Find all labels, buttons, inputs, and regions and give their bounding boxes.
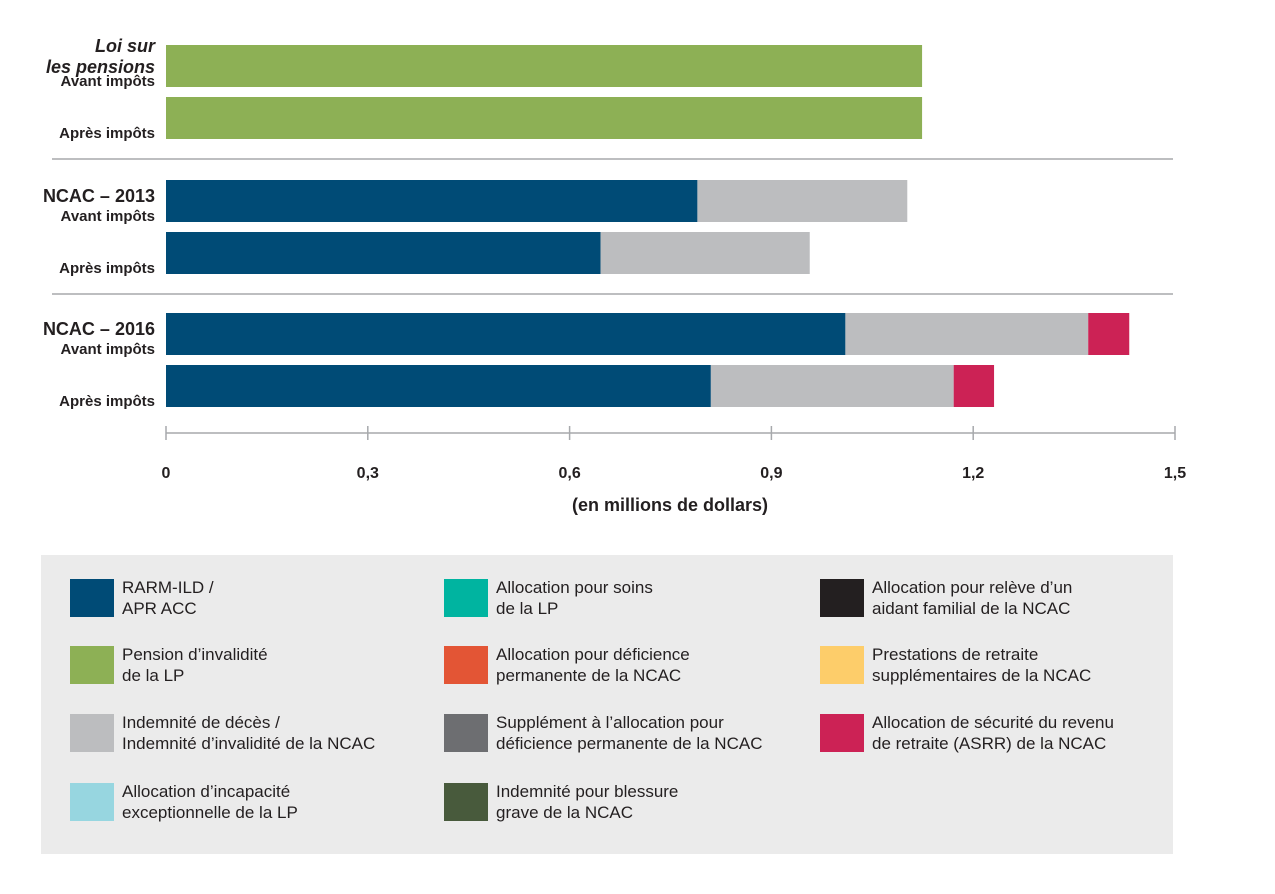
legend-label: Pension d’invalidité de la LP	[122, 645, 268, 685]
bar-segment-asrr	[1088, 313, 1130, 355]
group-title: NCAC – 2016	[43, 319, 155, 339]
legend-label: Allocation de sécurité du revenu de retr…	[872, 713, 1114, 753]
legend-label: Allocation pour soins de la LP	[496, 578, 653, 618]
legend-item-asrr: Allocation de sécurité du revenu de retr…	[820, 713, 1114, 754]
legend-item-deces: Indemnité de décès / Indemnité d’invalid…	[70, 713, 376, 754]
x-tick-label: 1,2	[962, 465, 984, 482]
legend-swatch	[444, 646, 488, 684]
legend-label: Allocation d’incapacité exceptionnelle d…	[122, 782, 298, 822]
legend-swatch	[444, 783, 488, 821]
legend-label: Indemnité de décès / Indemnité d’invalid…	[122, 713, 376, 753]
bar-segment-deces	[845, 313, 1089, 355]
legend-label: RARM-ILD / APR ACC	[122, 578, 214, 618]
bar-segment-deces	[710, 365, 954, 407]
legend-item-pension: Pension d’invalidité de la LP	[70, 645, 268, 686]
x-tick-label: 0,3	[357, 465, 379, 482]
legend-item-blessure: Indemnité pour blessure grave de la NCAC	[444, 782, 679, 823]
legend-label: Indemnité pour blessure grave de la NCAC	[496, 782, 679, 822]
bar-segment-deces	[600, 232, 810, 274]
x-tick-label: 0,6	[558, 465, 580, 482]
legend-swatch	[70, 646, 114, 684]
legend-swatch	[820, 646, 864, 684]
legend-label: Prestations de retraite supplémentaires …	[872, 645, 1092, 685]
bar-segment-rarm	[166, 232, 601, 274]
row-label: Avant impôts	[61, 73, 155, 90]
legend-item-deficience: Allocation pour déficience permanente de…	[444, 645, 690, 686]
bar-segment-rarm	[166, 313, 846, 355]
legend-item-incapacite: Allocation d’incapacité exceptionnelle d…	[70, 782, 298, 823]
group-title: Loi sur	[95, 36, 156, 56]
group-title: les pensions	[46, 57, 155, 77]
row-label: Après impôts	[59, 125, 155, 142]
legend-item-supplement: Supplément à l’allocation pour déficienc…	[444, 713, 763, 754]
legend-swatch	[70, 783, 114, 821]
bar-segment-deces	[697, 180, 908, 222]
legend-item-releve: Allocation pour relève d’un aidant famil…	[820, 578, 1073, 619]
bar-segment-rarm	[166, 365, 711, 407]
legend-label: Supplément à l’allocation pour déficienc…	[496, 713, 763, 753]
row-label: Après impôts	[59, 393, 155, 410]
legend-swatch	[444, 579, 488, 617]
row-label: Avant impôts	[61, 208, 155, 225]
legend-label: Allocation pour déficience permanente de…	[496, 645, 690, 685]
bar-segment-pension	[166, 45, 923, 87]
row-label: Avant impôts	[61, 341, 155, 358]
legend-swatch	[70, 579, 114, 617]
x-tick-label: 1,5	[1164, 465, 1186, 482]
legend-swatch	[444, 714, 488, 752]
legend-swatch	[820, 579, 864, 617]
bar-segment-asrr	[953, 365, 995, 407]
x-tick-label: 0	[162, 465, 171, 482]
legend-label: Allocation pour relève d’un aidant famil…	[872, 578, 1073, 618]
bar-segment-rarm	[166, 180, 698, 222]
legend-item-soins: Allocation pour soins de la LP	[444, 578, 653, 619]
x-tick-label: 0,9	[760, 465, 782, 482]
x-axis-label: (en millions de dollars)	[572, 495, 768, 515]
legend-item-rarm: RARM-ILD / APR ACC	[70, 578, 214, 619]
row-label: Après impôts	[59, 260, 155, 277]
legend-swatch	[820, 714, 864, 752]
legend-swatch	[70, 714, 114, 752]
bar-segment-pension	[166, 97, 923, 139]
group-title: NCAC – 2013	[43, 186, 155, 206]
legend-item-retraite: Prestations de retraite supplémentaires …	[820, 645, 1092, 686]
legend: RARM-ILD / APR ACC Allocation pour soins …	[41, 555, 1173, 854]
